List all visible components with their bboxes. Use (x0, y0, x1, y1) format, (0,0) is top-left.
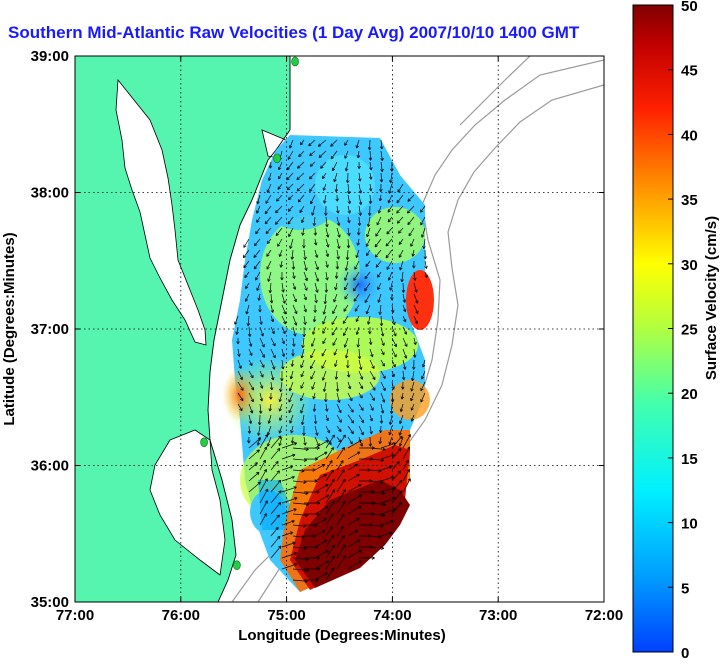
coastline (207, 56, 291, 602)
velocity-field (222, 135, 434, 592)
station-marker (200, 437, 208, 448)
colorbar (632, 4, 674, 653)
x-tick-label: 73:00 (479, 607, 517, 624)
colorbar-tick-label: 5 (681, 580, 689, 597)
x-tick-label: 75:00 (267, 607, 305, 624)
colorbar-ticks: 0 5 10 15 20 25 30 35 40 45 50 (668, 0, 698, 662)
station-marker (233, 560, 241, 570)
grid-lines (75, 56, 604, 602)
colorbar-label: Surface Velocity (cm/s) (703, 216, 720, 380)
y-tick-label: 37:00 (31, 321, 69, 338)
colorbar-tick-label: 0 (681, 645, 689, 659)
station-marker (291, 56, 299, 67)
x-axis-label: Longitude (Degrees:Minutes) (238, 627, 446, 644)
y-tick-label: 38:00 (31, 185, 69, 202)
velocity-vector (234, 139, 428, 583)
chesapeake-bay (115, 78, 207, 346)
station-marker (273, 153, 281, 164)
y-tick-label: 35:00 (31, 594, 69, 611)
x-tick-label: 76:00 (162, 607, 200, 624)
radar-stations (200, 56, 299, 570)
y-axis-label: Latitude (Degrees:Minutes) (1, 232, 18, 425)
colorbar-tick-label: 15 (681, 451, 698, 468)
x-tick-label: 74:00 (373, 607, 411, 624)
x-axis: 77:00 76:00 75:00 74:00 73:00 72:00 (56, 56, 623, 624)
map-title: Southern Mid-Atlantic Raw Velocities (1 … (8, 23, 580, 42)
colorbar-tick-label: 35 (681, 192, 698, 209)
y-tick-label: 39:00 (31, 48, 69, 65)
colorbar-tick-label: 50 (681, 0, 698, 15)
land-mass (75, 56, 290, 602)
colorbar-tick-label: 10 (681, 516, 698, 533)
x-tick-label: 72:00 (585, 607, 623, 624)
x-tick-label: 77:00 (56, 607, 94, 624)
colorbar-tick-label: 40 (681, 127, 698, 144)
velocity-vectors (234, 139, 428, 583)
y-axis: 39:00 38:00 37:00 36:00 35:00 (31, 48, 604, 611)
colorbar-tick-label: 20 (681, 386, 698, 403)
y-tick-label: 36:00 (31, 458, 69, 475)
colorbar-tick-label: 30 (681, 257, 698, 274)
colorbar-tick-label: 45 (681, 63, 698, 80)
colorbar-tick-label: 25 (681, 322, 698, 339)
